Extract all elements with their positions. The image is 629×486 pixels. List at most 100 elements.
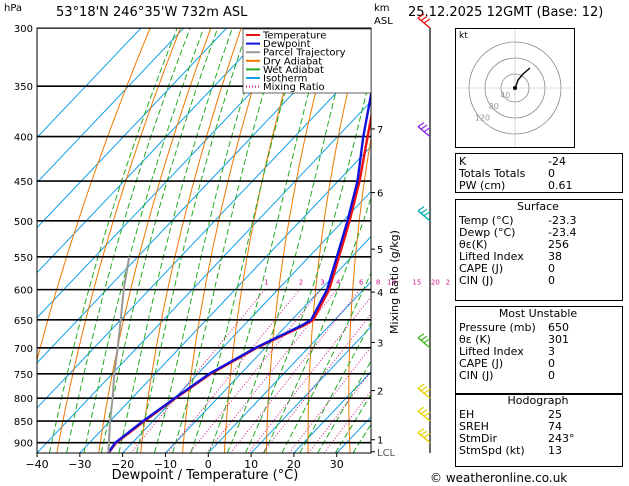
surface-box [455,199,623,301]
pressure-tick-label: 550 [14,253,33,264]
index-tt-row: Totals Totals 0 [455,167,621,180]
wind-barbs [417,13,431,453]
legend-label: Dry Adiabat [263,56,322,67]
isotherm-line [37,28,228,229]
table-row: θε(K) 256 [455,238,621,251]
x-axis-label: Dewpoint / Temperature (°C) [112,468,299,483]
dry-adiabat-line [98,28,212,453]
isotherm-line [37,28,185,184]
wet-adiabat-line [154,28,266,453]
pressure-tick-label: 650 [14,316,33,327]
table-row: Lifted Index 38 [455,250,621,263]
x-tick-label: −30 [68,458,91,471]
wet-adiabat-line [118,28,233,453]
skewt-grid [37,28,450,453]
copyright: © weatheronline.co.uk [430,471,568,485]
index-value: -24 [548,155,566,168]
wind-barb-flag [420,386,428,392]
row-label: Lifted Index [459,345,524,358]
datetime-title: 25.12.2025 12GMT (Base: 12) [408,5,604,20]
table-row: SREH 74 [455,420,621,433]
x-tick-label: −20 [111,458,134,471]
wet-adiabat-line [190,28,304,453]
dry-adiabat-line [56,28,181,453]
skewt-chart: 300350400450500550600650700750800850900 … [14,13,450,483]
row-label: EH [459,408,475,421]
row-value: 650 [548,321,569,334]
isotherm-line [250,326,371,453]
hodograph-ring-label: 40 [500,91,510,100]
x-tick-label: −10 [154,458,177,471]
index-label: K [459,155,467,168]
series-dewpoint [107,88,371,453]
isotherm-line [37,28,313,319]
table-row: StmDir 243° [455,432,621,445]
isotherm-line [37,28,270,274]
isotherm-line [422,28,450,453]
table-row: Lifted Index 3 [455,345,621,358]
wind-barb-flag [417,13,425,19]
row-value: 74 [548,420,562,433]
dry-adiabat-line [307,28,364,453]
dry-adiabat-line [182,28,273,453]
pressure-tick-label: 500 [14,217,33,228]
mixing-ratio-value-label: 4 [336,279,341,287]
wet-adiabat-line [226,28,353,453]
most-unstable-box [455,306,623,395]
isotherm-line [37,100,371,453]
row-value: 0 [548,369,555,382]
wind-barb-flag [423,411,431,417]
most-unstable-title: Most Unstable [498,307,578,320]
row-label: θε(K) [459,238,488,251]
x-tick-label: 0 [205,458,212,471]
isotherm-line [37,28,142,139]
pressure-tick-label: 300 [14,24,33,35]
pressure-unit-label: hPa [4,3,23,14]
pressure-tick-label: 900 [14,439,33,450]
height-tick-label: 3 [377,338,383,349]
wind-barb [417,13,431,29]
mixing-ratio-line [166,289,300,453]
row-value: 301 [548,333,569,346]
wet-adiabat-line [172,28,284,453]
legend-label: Isotherm [263,74,307,85]
hodograph-origin [513,86,517,90]
row-value: 25 [548,408,562,421]
mixing-ratio-line [262,313,371,453]
pressure-tick-label: 850 [14,417,33,428]
pressure-tick-label: 750 [14,370,33,381]
row-label: CIN (J) [459,274,494,287]
height-tick-label: 6 [377,189,383,200]
mixing-ratio-value-label: 20 [431,279,440,287]
index-k-row: K -24 [455,155,621,168]
table-row: StmSpd (kt) 13 [455,444,621,457]
table-row: CAPE (J) 0 [455,357,621,370]
isotherm-line [293,371,371,453]
wind-barb [417,333,431,349]
wet-adiabat-line [263,196,371,453]
wind-barb-flag [420,409,428,415]
x-tick-label: 10 [244,458,258,471]
wind-barb-flag [423,18,431,24]
mixing-ratio-axis-label: Mixing Ratio (g/kg) [388,230,401,334]
x-tick-label: 20 [287,458,301,471]
legend-box [242,28,372,94]
pressure-tick-label: 600 [14,286,33,297]
mixing-ratio-value-label: 8 [376,279,380,287]
wind-barb-flag [420,124,428,130]
mixing-ratio-value-label: 6 [359,279,364,287]
wind-barb [417,428,431,444]
row-label: StmDir [459,432,498,445]
row-value: 0 [548,357,555,370]
row-label: SREH [459,420,489,433]
indices-box [455,153,623,193]
height-tick-label: 1 [377,436,383,447]
table-row: CAPE (J) 0 [455,262,621,275]
dry-adiabat-line [223,28,303,453]
mixing-ratio-labels: 1 2 3 4 6 8 10 15 20 25 [264,279,450,287]
height-tick-label: 4 [377,288,383,299]
legend-label: Parcel Trajectory [263,48,346,59]
row-label: CAPE (J) [459,357,504,370]
